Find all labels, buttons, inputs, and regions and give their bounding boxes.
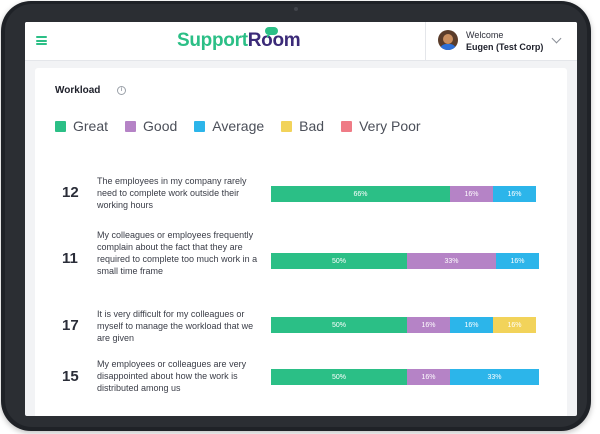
bar-segment-great[interactable]: 50% — [271, 317, 407, 333]
app-logo[interactable]: Support Room — [177, 30, 301, 52]
legend-swatch — [281, 120, 293, 132]
question-text: The employees in my company rarely need … — [97, 176, 247, 210]
bar-segment-good[interactable]: 16% — [407, 369, 450, 385]
tablet-frame: Support Room Welcome Eugen (Test Corp) Wo… — [1, 1, 591, 431]
camera-dot — [294, 7, 298, 11]
legend-item-average[interactable]: Average — [194, 118, 264, 134]
question-text: My employees or colleagues are very disa… — [97, 359, 247, 393]
bar-segment-good[interactable]: 16% — [450, 186, 493, 202]
bar-segment-great[interactable]: 50% — [271, 369, 407, 385]
hamburger-icon[interactable] — [36, 36, 47, 45]
legend-swatch — [341, 120, 353, 132]
response-count: 11 — [62, 250, 78, 267]
legend-label: Average — [212, 118, 265, 134]
legend-label: Good — [143, 118, 178, 134]
card-title: Workload — [55, 85, 101, 96]
user-name[interactable]: Eugen (Test Corp) — [466, 42, 544, 52]
info-icon[interactable]: i — [117, 86, 126, 95]
legend-item-very-poor[interactable]: Very Poor — [341, 118, 421, 134]
chevron-down-icon[interactable] — [551, 33, 562, 44]
header-divider — [425, 22, 426, 60]
legend-label: Bad — [299, 118, 325, 134]
question-text: My colleagues or employees frequently co… — [97, 230, 258, 276]
legend-label: Great — [73, 118, 109, 134]
response-bar: 50% 16% 33% — [271, 369, 542, 385]
bar-segment-great[interactable]: 50% — [271, 253, 407, 269]
bar-segment-average[interactable]: 16% — [450, 317, 493, 333]
legend-item-bad[interactable]: Bad — [281, 118, 324, 134]
legend-swatch — [55, 120, 66, 132]
app-screen: Support Room Welcome Eugen (Test Corp) Wo… — [25, 22, 577, 416]
response-count: 17 — [62, 317, 79, 334]
bar-segment-average[interactable]: 33% — [450, 369, 539, 385]
legend-item-good[interactable]: Good — [125, 118, 177, 134]
legend-swatch — [125, 120, 137, 132]
response-bar: 50% 33% 16% — [271, 253, 542, 269]
welcome-text: Welcome — [466, 30, 504, 40]
response-bar: 50% 16% 16% 16% — [271, 317, 542, 333]
legend-item-great[interactable]: Great — [55, 118, 108, 134]
chat-bubble-icon — [265, 27, 278, 38]
top-header: Support Room Welcome Eugen (Test Corp) — [25, 22, 577, 61]
bar-segment-good[interactable]: 33% — [407, 253, 496, 269]
legend-label: Very Poor — [359, 118, 421, 134]
question-text: It is very difficult for my colleagues o… — [97, 309, 254, 343]
response-count: 12 — [62, 184, 79, 201]
bar-segment-good[interactable]: 16% — [407, 317, 450, 333]
logo-text-support: Support — [177, 30, 248, 51]
bar-segment-average[interactable]: 16% — [493, 186, 536, 202]
legend: Great Good Average Bad Very Poor — [55, 118, 438, 134]
logo-text-room: Room — [247, 30, 301, 51]
response-bar: 66% 16% 16% — [271, 186, 542, 202]
response-count: 15 — [62, 368, 79, 385]
bar-segment-bad[interactable]: 16% — [493, 317, 536, 333]
legend-swatch — [194, 120, 206, 132]
bar-segment-great[interactable]: 66% — [271, 186, 450, 202]
workload-card: Workload i Great Good Average Bad — [35, 68, 567, 416]
bar-segment-average[interactable]: 16% — [496, 253, 539, 269]
user-avatar[interactable] — [438, 30, 458, 50]
